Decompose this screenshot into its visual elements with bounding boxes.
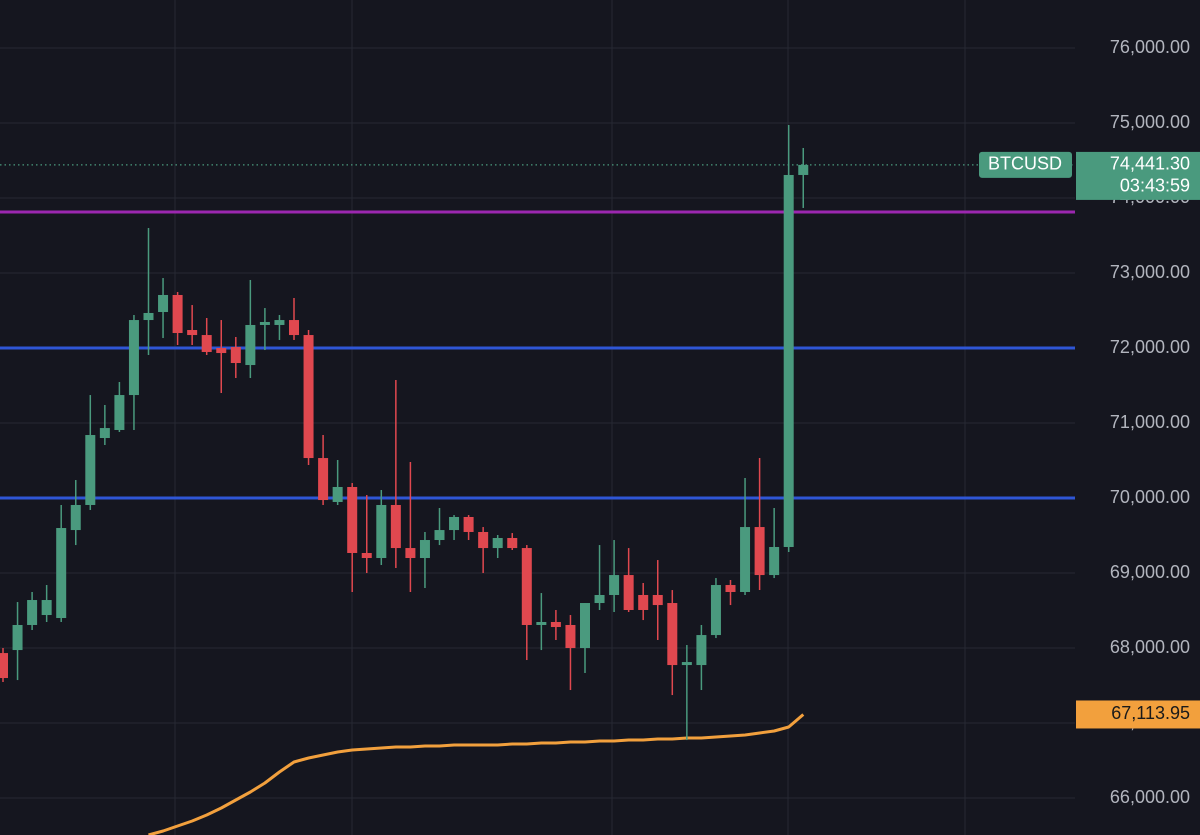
candle-body <box>274 320 285 325</box>
candle-body <box>12 624 23 651</box>
candle-body <box>172 294 183 334</box>
candle-body <box>667 603 678 666</box>
candle-body <box>419 540 430 559</box>
candle-body <box>783 174 794 547</box>
candle-body <box>289 320 299 336</box>
candle-body <box>478 531 489 549</box>
y-tick-label: 69,000.00 <box>1110 562 1190 582</box>
candle-body <box>580 603 590 649</box>
candle-body <box>550 621 561 628</box>
candle-body <box>85 435 96 505</box>
candle-body <box>187 330 198 336</box>
candle-body <box>710 585 721 636</box>
last-price-label: 74,441.30 <box>1110 154 1190 174</box>
candle-body <box>216 348 227 354</box>
candle-body <box>609 575 620 595</box>
candle-body <box>318 458 329 501</box>
candle-body <box>332 486 343 502</box>
candle-body <box>361 552 372 559</box>
candle-body <box>507 537 518 549</box>
candle-body <box>492 537 503 549</box>
candle-body <box>56 528 67 619</box>
y-tick-label: 76,000.00 <box>1110 37 1190 57</box>
candle-body <box>594 594 605 604</box>
y-tick-label: 71,000.00 <box>1110 412 1190 432</box>
y-tick-label: 68,000.00 <box>1110 637 1190 657</box>
candle-body <box>128 320 139 396</box>
y-tick-label: 70,000.00 <box>1110 487 1190 507</box>
candle-body <box>521 548 532 625</box>
ma-tag <box>1076 700 1200 729</box>
candle-body <box>259 321 270 325</box>
candle-body <box>638 594 649 610</box>
moving-average <box>148 713 805 835</box>
candle-body <box>303 335 314 459</box>
candle-body <box>114 395 125 430</box>
candle-body <box>27 600 38 625</box>
candle-body <box>565 624 576 649</box>
y-tick-label: 75,000.00 <box>1110 112 1190 132</box>
candle-body <box>405 548 416 559</box>
price-tag <box>1076 151 1200 200</box>
candle-body <box>681 662 692 666</box>
candle-body <box>536 621 547 625</box>
ma-label: 67,113.95 <box>1111 703 1190 723</box>
candle-body <box>725 585 736 592</box>
candle-body <box>652 594 663 606</box>
candle-body <box>434 530 445 541</box>
candle-body <box>143 312 154 321</box>
candle-body <box>0 653 8 679</box>
candle-body <box>463 516 474 532</box>
candle-body <box>769 546 780 576</box>
candle-body <box>70 504 81 531</box>
y-tick-label: 66,000.00 <box>1110 787 1190 807</box>
candle-body <box>623 575 634 610</box>
candle-body <box>201 335 212 352</box>
symbol-label: BTCUSD <box>988 154 1062 174</box>
candle-body <box>696 635 707 666</box>
y-tick-label: 72,000.00 <box>1110 337 1190 357</box>
candle-body <box>740 527 751 592</box>
candle-body <box>230 347 241 364</box>
candle-body <box>158 294 169 313</box>
y-tick-label: 73,000.00 <box>1110 262 1190 282</box>
candle-body <box>245 324 256 366</box>
candle-body <box>41 600 52 616</box>
candle-body <box>754 527 765 576</box>
candle-body <box>798 164 809 175</box>
candle-body <box>376 504 387 559</box>
symbol-tag <box>979 151 1072 178</box>
candle-body <box>390 504 401 549</box>
candle-body <box>449 516 460 531</box>
candle-body <box>99 428 110 439</box>
candle-body <box>347 486 358 553</box>
countdown-label: 03:43:59 <box>1120 176 1190 196</box>
